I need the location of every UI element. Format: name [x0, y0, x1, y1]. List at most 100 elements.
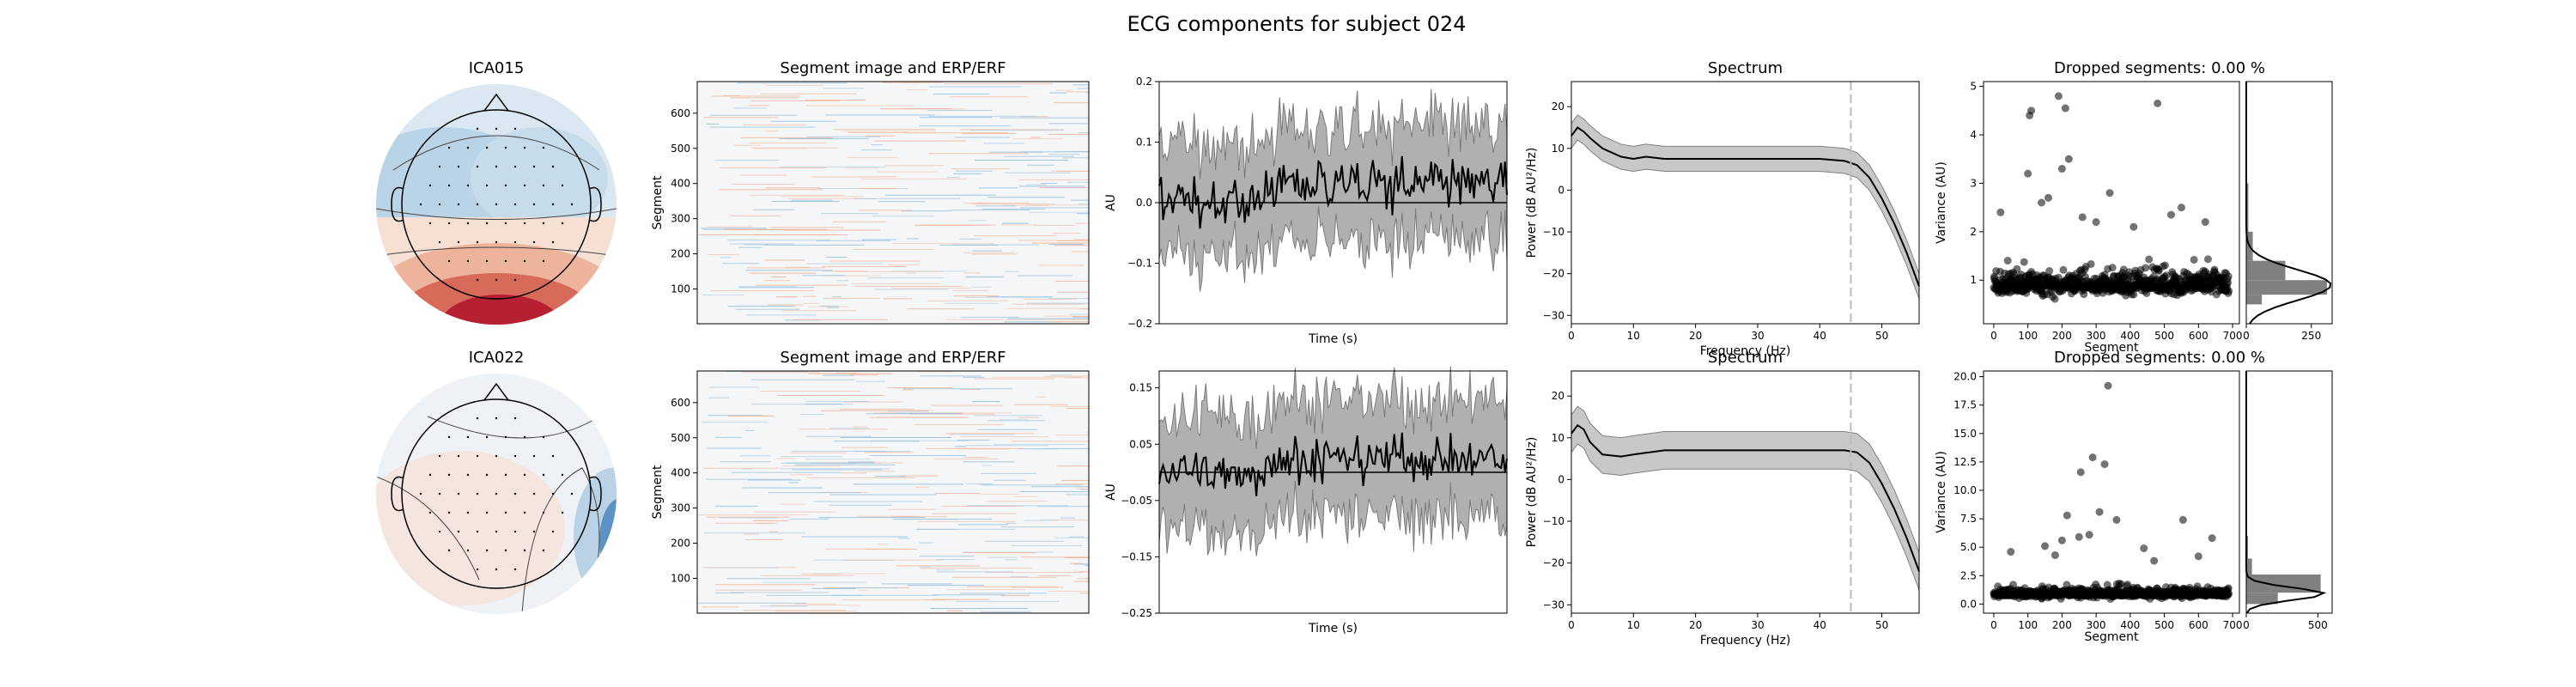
- spectrum-line: [1571, 423, 1920, 572]
- segment-stripe: [1004, 155, 1074, 157]
- topomap-field: [376, 374, 617, 614]
- segment-stripe: [720, 167, 826, 168]
- sensor-dot: [504, 222, 507, 225]
- sensor-dot: [532, 165, 536, 168]
- xtick-label: 10: [1627, 619, 1640, 631]
- segment-stripe: [957, 524, 1009, 526]
- segment-stripe: [981, 208, 1045, 210]
- segment-stripe: [1017, 275, 1073, 277]
- variance-point: [2167, 210, 2176, 219]
- segment-stripe: [765, 594, 863, 596]
- xtick-label: 0: [1990, 619, 1997, 631]
- variance-panel-2: Dropped segments: 0.00 % 0 100 200 300 400 500…: [1935, 349, 2333, 644]
- left-ear: [391, 476, 404, 512]
- variance-point: [2044, 193, 2052, 202]
- sensor-dot: [542, 146, 545, 149]
- sensor-dot: [447, 146, 451, 149]
- erp-frame: [1158, 370, 1508, 614]
- variance-ylabel: Variance (AU): [1935, 161, 1948, 244]
- sensor-dot: [438, 492, 441, 495]
- segment-stripe: [835, 271, 944, 272]
- segment-stripe: [955, 446, 966, 447]
- sensor-dot: [523, 511, 526, 514]
- sensor-dot: [542, 222, 545, 225]
- segment-stripe: [914, 423, 1004, 425]
- sensor-dot: [447, 511, 451, 514]
- segment-stripe: [874, 140, 967, 142]
- spectrum-xlabel: Frequency (Hz): [1700, 634, 1791, 647]
- spectrum-band: [1571, 114, 1920, 300]
- sensor-dot: [447, 435, 451, 439]
- segment-stripe: [843, 401, 903, 403]
- xtick-label: 0: [2243, 330, 2250, 342]
- segment-stripe: [1073, 239, 1089, 240]
- segment-stripe: [698, 602, 806, 604]
- segment-stripe: [770, 120, 836, 122]
- segment-stripe: [739, 174, 787, 176]
- segment-stripe: [1043, 315, 1089, 317]
- variance-point: [2123, 581, 2132, 589]
- variance-point: [2095, 508, 2104, 516]
- segment-stripe: [1024, 520, 1042, 521]
- segment-stripe: [1076, 578, 1089, 580]
- segment-stripe: [974, 415, 1043, 416]
- segment-stripe: [977, 483, 992, 485]
- segment-stripe: [956, 448, 1011, 450]
- segment-stripe: [1057, 465, 1089, 467]
- segment-stripe: [979, 493, 1021, 495]
- segment-stripe: [1050, 170, 1089, 172]
- segment-stripe: [1044, 375, 1089, 377]
- sensor-dot: [419, 492, 422, 495]
- sensor-dot: [551, 203, 555, 206]
- sensor-dot: [495, 278, 498, 282]
- segment-stripe: [1054, 280, 1089, 282]
- ytick-label: 600: [671, 107, 690, 119]
- ytick-label: 0: [1558, 184, 1564, 196]
- segment-stripe: [747, 267, 825, 269]
- segment-stripe: [711, 95, 801, 97]
- segment-stripe: [974, 378, 1055, 380]
- segment-stripe: [768, 304, 804, 306]
- variance-point: [2129, 290, 2138, 299]
- ytick-label: −0.2: [1127, 318, 1152, 330]
- xtick-label: 200: [2052, 330, 2072, 342]
- segment-stripe: [743, 533, 759, 535]
- segment-stripe: [1040, 182, 1057, 184]
- ytick-label: 100: [671, 283, 690, 295]
- sensor-dot: [485, 473, 489, 477]
- segment-stripe: [714, 584, 816, 586]
- segment-stripe: [1048, 321, 1089, 323]
- variance-point: [2078, 213, 2087, 222]
- segment-stripe: [1078, 308, 1089, 310]
- sensor-dot: [495, 530, 498, 533]
- erp-panel-1: −0.2 −0.1 0.0 0.1 0.2 AU Time (s): [1104, 76, 1508, 346]
- segment-stripe: [894, 412, 951, 414]
- sensor-dot: [447, 259, 451, 263]
- segment-stripe: [803, 302, 820, 304]
- variance-panel-1: Dropped segments: 0.00 % 0 100 200 300 400 500…: [1935, 59, 2333, 355]
- ytick-label: 0.1: [1136, 137, 1152, 149]
- segment-stripe: [1086, 431, 1089, 433]
- ytick-label: 400: [671, 467, 690, 479]
- segment-stripe: [706, 516, 790, 518]
- sensor-dot: [504, 511, 507, 514]
- xtick-label: 50: [1875, 619, 1888, 631]
- sensor-dot: [542, 435, 545, 439]
- sensor-dot: [476, 416, 479, 420]
- variance-point: [2054, 92, 2063, 100]
- variance-title: Dropped segments: 0.00 %: [2054, 349, 2265, 367]
- sensor-dot: [561, 222, 564, 225]
- segment-stripe: [760, 391, 860, 392]
- segment-stripe: [853, 198, 962, 199]
- xtick-label: 400: [2120, 330, 2140, 342]
- segment-stripe: [956, 600, 1060, 602]
- right-ear: [588, 476, 602, 512]
- segment-stripe: [750, 194, 846, 196]
- sensor-dot: [561, 511, 564, 514]
- segment-stripe: [848, 131, 907, 133]
- segment-stripe: [1000, 224, 1036, 226]
- segment-stripe: [732, 144, 761, 146]
- sensor-dot: [485, 435, 489, 439]
- segment-stripe: [919, 125, 1011, 127]
